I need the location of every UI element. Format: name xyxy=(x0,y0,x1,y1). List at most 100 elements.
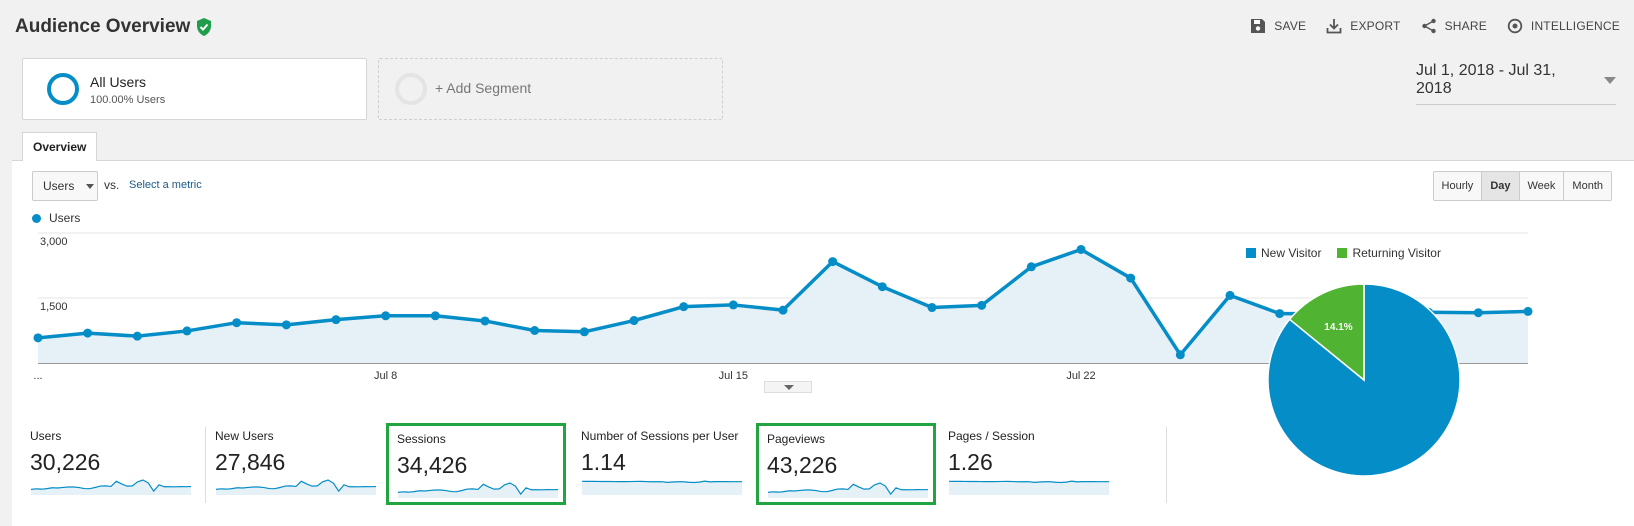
scorecard-users[interactable]: Users 30,226 xyxy=(22,423,202,505)
sparkline-area xyxy=(31,480,191,495)
granularity-week-button[interactable]: Week xyxy=(1518,172,1564,200)
date-range-picker[interactable]: Jul 1, 2018 - Jul 31, 2018 xyxy=(1416,62,1616,105)
granularity-day-button[interactable]: Day xyxy=(1481,172,1519,200)
data-point xyxy=(1473,308,1483,318)
data-point xyxy=(281,320,291,330)
x-tick-label: ... xyxy=(33,370,42,382)
data-point xyxy=(1126,273,1136,283)
dropdown-caret-icon xyxy=(86,183,95,189)
scorecard-value: 34,426 xyxy=(397,452,468,478)
y-tick-label: 3,000 xyxy=(40,236,68,248)
pie-legend: New Visitor Returning Visitor xyxy=(1246,246,1441,260)
segment-all-users[interactable]: All Users 100.00% Users xyxy=(22,58,367,120)
share-button[interactable]: SHARE xyxy=(1421,18,1487,34)
granularity-hourly-button[interactable]: Hourly xyxy=(1433,172,1482,200)
sparkline-area xyxy=(216,480,376,495)
data-point xyxy=(1175,350,1185,360)
divider xyxy=(1166,427,1167,503)
pie-label-returning: 14.1% xyxy=(1324,322,1352,333)
intelligence-button[interactable]: INTELLIGENCE xyxy=(1507,18,1620,34)
chevron-down-icon xyxy=(1604,76,1616,84)
export-label: EXPORT xyxy=(1350,19,1401,33)
metric-dropdown[interactable]: Users xyxy=(32,171,98,201)
data-point xyxy=(629,316,639,326)
chart-legend: Users xyxy=(32,211,80,225)
data-point xyxy=(728,300,738,310)
sparkline-area xyxy=(949,481,1109,495)
data-point xyxy=(927,303,937,313)
data-point xyxy=(579,327,589,337)
data-point xyxy=(1026,262,1036,272)
data-point xyxy=(1523,306,1533,316)
sparkline xyxy=(767,482,929,498)
save-label: SAVE xyxy=(1274,19,1307,33)
scorecard-sessions-per-user[interactable]: Number of Sessions per User 1.14 xyxy=(573,423,753,505)
sparkline xyxy=(215,479,377,495)
chart-collapse-handle[interactable] xyxy=(764,381,812,393)
segment-name: All Users xyxy=(90,74,147,90)
sparkline-area xyxy=(768,483,928,498)
data-point xyxy=(33,333,43,343)
scorecard-pages-per-session[interactable]: Pages / Session 1.26 xyxy=(940,423,1120,505)
data-point xyxy=(977,300,987,310)
data-point xyxy=(381,311,391,321)
scorecard-label: Sessions xyxy=(397,432,446,446)
scorecard-label: Pageviews xyxy=(767,432,826,446)
sparkline xyxy=(581,480,743,495)
sparkline xyxy=(397,482,559,498)
data-point xyxy=(1275,309,1285,319)
page-header: Audience Overview xyxy=(15,16,212,38)
legend-new-visitor[interactable]: New Visitor xyxy=(1246,246,1321,260)
granularity-month-button[interactable]: Month xyxy=(1563,172,1611,200)
sparkline-line xyxy=(767,482,929,496)
scorecard-pageviews[interactable]: Pageviews 43,226 xyxy=(756,423,936,505)
scorecard-value: 30,226 xyxy=(30,449,101,475)
sparkline-line xyxy=(948,480,1110,484)
tab-overview[interactable]: Overview xyxy=(22,132,98,161)
x-tick-label: Jul 22 xyxy=(1066,370,1095,382)
page-title: Audience Overview xyxy=(15,16,191,37)
sparkline-line xyxy=(30,479,192,493)
sparkline-area xyxy=(398,483,558,498)
scorecard-new-users[interactable]: New Users 27,846 xyxy=(207,423,387,505)
x-tick-label: Jul 15 xyxy=(719,370,748,382)
sparkline-line xyxy=(397,482,559,496)
add-segment-label: + Add Segment xyxy=(435,80,532,96)
new-visitor-swatch xyxy=(1246,248,1256,258)
data-point xyxy=(828,257,838,267)
data-point xyxy=(1076,244,1086,254)
scorecard-label: New Users xyxy=(215,429,274,443)
scorecard-sessions[interactable]: Sessions 34,426 xyxy=(386,423,566,505)
area-fill xyxy=(38,249,1528,363)
data-point xyxy=(530,326,540,335)
data-point xyxy=(679,302,689,312)
export-button[interactable]: EXPORT xyxy=(1326,18,1400,34)
returning-visitor-swatch xyxy=(1337,248,1348,258)
granularity-toggle: Hourly Day Week Month xyxy=(1432,171,1612,201)
series-color-dot xyxy=(32,213,41,223)
metric-dropdown-value: Users xyxy=(43,179,75,193)
legend-label: Returning Visitor xyxy=(1352,246,1441,260)
legend-returning-visitor[interactable]: Returning Visitor xyxy=(1337,246,1441,260)
visitor-pie-chart: 14.1% xyxy=(1267,283,1461,477)
data-point xyxy=(1225,290,1235,300)
select-metric-link[interactable]: Select a metric xyxy=(129,179,202,191)
data-point xyxy=(132,331,142,341)
sparkline xyxy=(30,479,192,495)
data-point xyxy=(83,328,93,338)
sparkline-line xyxy=(581,480,743,484)
scorecard-value: 1.14 xyxy=(581,449,626,475)
scorecard-value: 43,226 xyxy=(767,452,838,478)
share-icon xyxy=(1421,18,1436,34)
scorecard-label: Number of Sessions per User xyxy=(581,429,739,443)
divider xyxy=(205,427,206,503)
legend-series-users: Users xyxy=(49,211,81,225)
segment-subtitle: 100.00% Users xyxy=(90,94,166,106)
save-icon xyxy=(1251,19,1266,33)
intelligence-icon xyxy=(1507,18,1523,34)
sparkline-area xyxy=(582,481,742,495)
add-segment-button[interactable]: + Add Segment xyxy=(378,58,723,120)
x-tick-label: Jul 8 xyxy=(374,370,397,382)
save-button[interactable]: SAVE xyxy=(1250,18,1306,34)
data-point xyxy=(877,282,887,292)
